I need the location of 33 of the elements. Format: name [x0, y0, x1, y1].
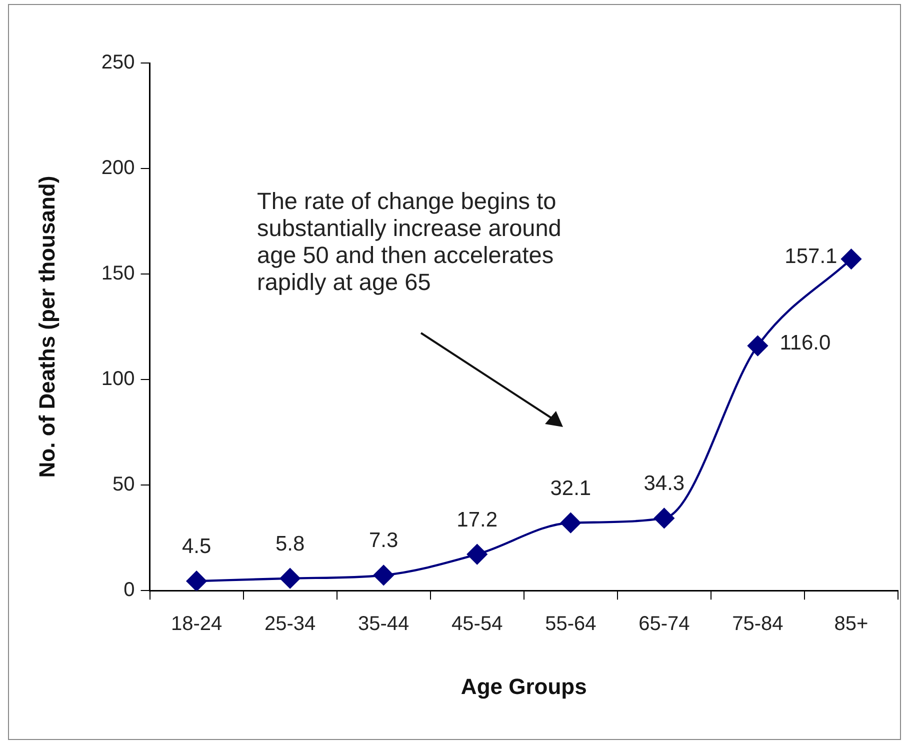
x-tick-label: 18-24: [170, 613, 222, 636]
x-tick-label: 45-54: [452, 613, 503, 636]
point: [748, 336, 768, 356]
x-axis-title: Age Groups: [460, 674, 587, 699]
point: [654, 508, 674, 528]
annotation: The rate of change begins to substantially increase around age 50 and then accelerates rapidly at age 65: [257, 188, 562, 296]
y-tick-label: 150: [101, 262, 135, 285]
y-tick-label: 100: [101, 368, 135, 390]
x-tick-label: 65-74: [638, 613, 690, 636]
data-label: 5.8: [275, 532, 305, 556]
x-tick-label: 35-44: [358, 613, 410, 636]
point: [560, 512, 581, 533]
point: [841, 248, 862, 270]
y-tick-label: 0: [124, 579, 135, 602]
point: [373, 565, 394, 586]
point: [467, 544, 488, 564]
data-label: 32.1: [550, 476, 592, 500]
data-label: 34.3: [644, 472, 685, 496]
point: [186, 571, 207, 591]
y-tick-label: 200: [101, 157, 135, 180]
x-tick-label: 75-84: [732, 613, 784, 636]
data-label: 4.5: [182, 535, 212, 558]
x-tick-label: 25-34: [264, 613, 316, 636]
data-label: 116.0: [780, 332, 831, 355]
y-tick-label: 50: [112, 474, 135, 496]
y-axis-title: No. of Deaths (per thousand): [34, 176, 60, 478]
data-label: 17.2: [456, 508, 498, 532]
data-label: 7.3: [368, 529, 398, 552]
x-tick-label: 55-64: [545, 613, 596, 636]
data-label: 157.1: [784, 244, 838, 268]
y-tick-label: 250: [101, 52, 135, 74]
x-tick-label: 85+: [834, 613, 868, 636]
point: [280, 568, 300, 588]
